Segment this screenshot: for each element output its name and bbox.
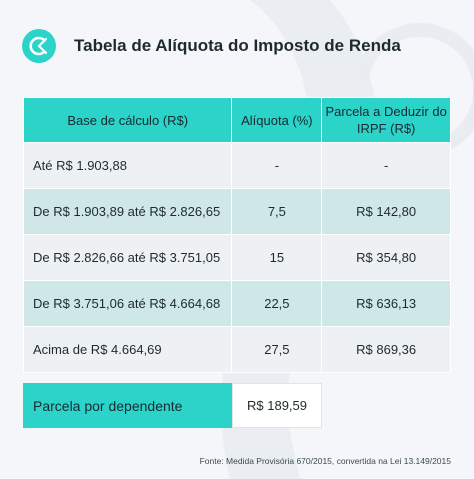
- rate-cell: 15: [231, 234, 323, 281]
- header-deduction: Parcela a Deduzir do IRPF (R$): [321, 97, 451, 143]
- table-row: De R$ 2.826,66 até R$ 3.751,05 15 R$ 354…: [22, 234, 451, 281]
- deduction-cell: R$ 636,13: [321, 280, 451, 327]
- deduction-cell: R$ 354,80: [321, 234, 451, 281]
- table-row: De R$ 3.751,06 até R$ 4.664,68 22,5 R$ 6…: [22, 280, 451, 327]
- header: Tabela de Alíquota do Imposto de Renda: [22, 26, 401, 66]
- table-row: Até R$ 1.903,88 - -: [22, 142, 451, 189]
- deduction-cell: R$ 869,36: [321, 326, 451, 373]
- dependent-deduction: Parcela por dependente R$ 189,59: [23, 383, 322, 428]
- c-logo-icon: [22, 29, 56, 63]
- rate-cell: -: [231, 142, 323, 189]
- source-note: Fonte: Medida Provisória 670/2015, conve…: [199, 456, 451, 466]
- base-cell: Acima de R$ 4.664,69: [22, 326, 233, 373]
- deduction-cell: R$ 142,80: [321, 188, 451, 235]
- base-cell: De R$ 2.826,66 até R$ 3.751,05: [22, 234, 233, 281]
- deduction-cell: -: [321, 142, 451, 189]
- header-rate: Alíquota (%): [231, 97, 323, 143]
- base-cell: De R$ 1.903,89 até R$ 2.826,65: [22, 188, 233, 235]
- page-title: Tabela de Alíquota do Imposto de Renda: [74, 36, 401, 55]
- dependent-label: Parcela por dependente: [23, 383, 232, 428]
- table-row: Acima de R$ 4.664,69 27,5 R$ 869,36: [22, 326, 451, 373]
- header-base: Base de cálculo (R$): [22, 97, 233, 143]
- table-header-row: Base de cálculo (R$) Alíquota (%) Parcel…: [22, 97, 451, 143]
- dependent-value: R$ 189,59: [232, 383, 322, 428]
- rate-cell: 27,5: [231, 326, 323, 373]
- rate-cell: 7,5: [231, 188, 323, 235]
- table-row: De R$ 1.903,89 até R$ 2.826,65 7,5 R$ 14…: [22, 188, 451, 235]
- rate-cell: 22,5: [231, 280, 323, 327]
- tax-rate-table: Base de cálculo (R$) Alíquota (%) Parcel…: [22, 97, 451, 373]
- base-cell: De R$ 3.751,06 até R$ 4.664,68: [22, 280, 233, 327]
- base-cell: Até R$ 1.903,88: [22, 142, 233, 189]
